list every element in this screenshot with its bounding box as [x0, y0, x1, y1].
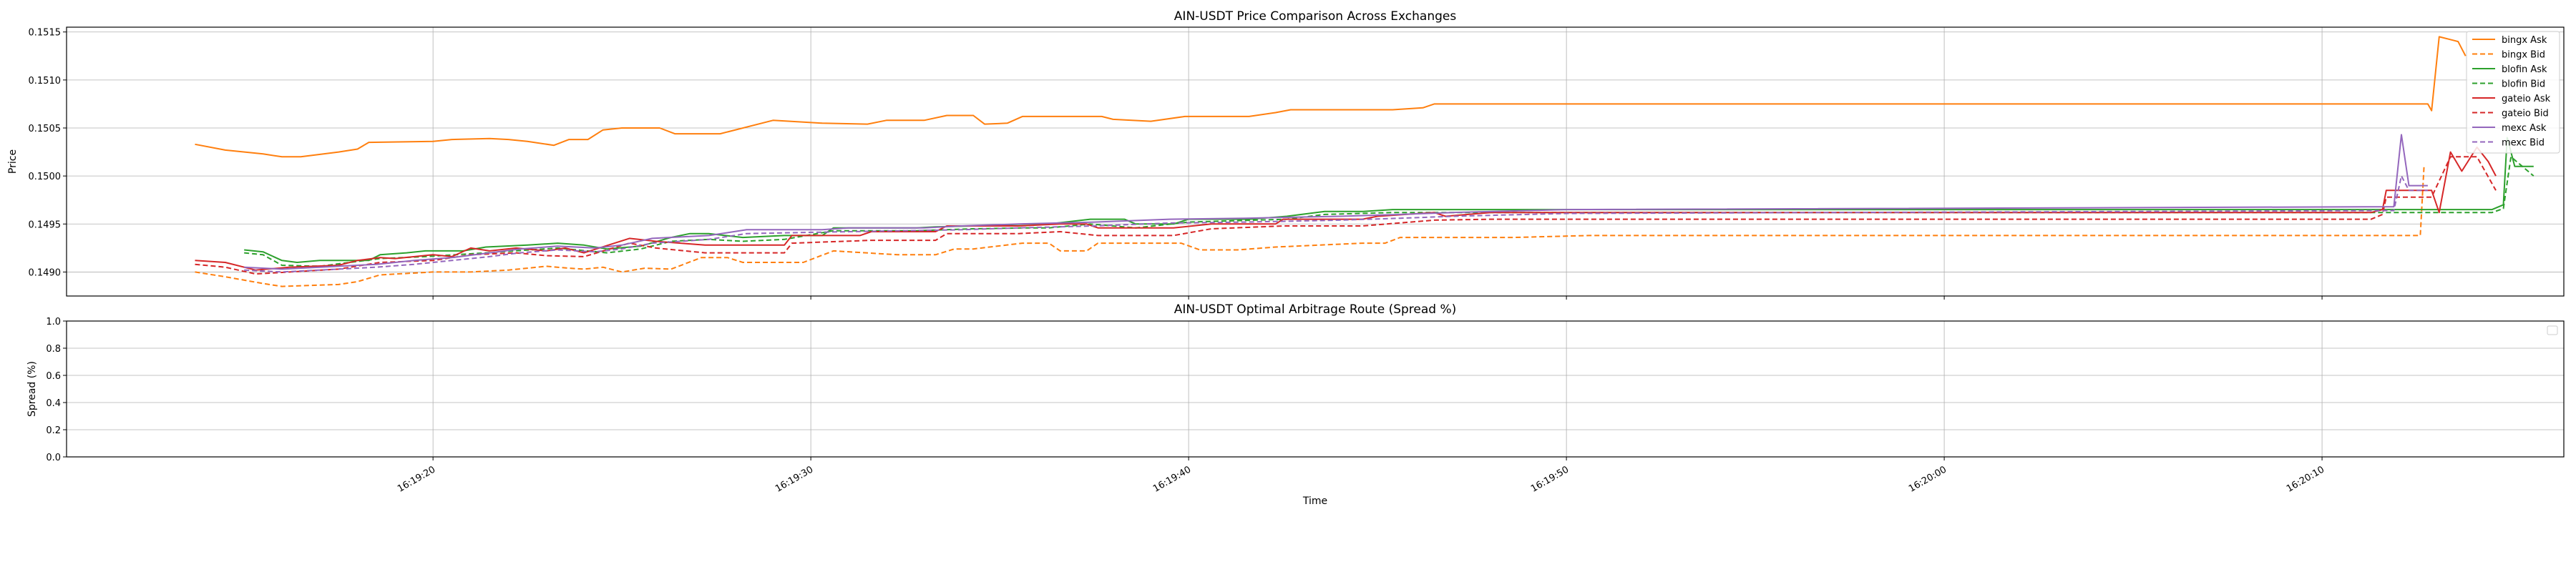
spread-chart-xlabel: Time: [1302, 495, 1327, 507]
legend-label-gateio-ask: gateio Ask: [2502, 94, 2551, 104]
spread-y-tick-label: 1.0: [46, 317, 61, 327]
price-chart-grid: [67, 27, 2564, 296]
spread-y-tick-label: 0.8: [46, 344, 61, 355]
price-y-tick-label: 0.1510: [29, 76, 62, 87]
price-chart: AIN-USDT Price Comparison Across Exchang…: [7, 9, 2565, 300]
spread-y-tick-label: 0.2: [46, 425, 61, 436]
spread-chart-title: AIN-USDT Optimal Arbitrage Route (Spread…: [1174, 302, 1457, 317]
price-chart-series: [195, 36, 2534, 287]
legend-label-blofin-ask: blofin Ask: [2502, 64, 2547, 75]
series-gateio-bid: [195, 156, 2497, 275]
price-y-tick-label: 0.1490: [29, 267, 62, 278]
price-chart-y-ticks: 0.1490 0.1495 0.1500 0.1505 0.1510 0.1515: [29, 28, 67, 278]
series-bingx-ask: [195, 36, 2467, 158]
spread-y-tick-label: 0.4: [46, 398, 61, 409]
legend-label-gateio-bid: gateio Bid: [2502, 109, 2549, 119]
legend-label-blofin-bid: blofin Bid: [2502, 79, 2545, 90]
legend-label-bingx-ask: bingx Ask: [2502, 35, 2547, 46]
series-gateio-ask: [195, 146, 2497, 271]
price-y-tick-label: 0.1500: [29, 172, 62, 182]
spread-y-tick-label: 0.6: [46, 371, 61, 382]
price-y-tick-label: 0.1495: [29, 220, 62, 230]
spread-chart-frame: [66, 320, 2565, 458]
price-chart-frame: [66, 26, 2565, 297]
price-chart-title: AIN-USDT Price Comparison Across Exchang…: [1174, 9, 1457, 24]
legend-box: [2466, 31, 2560, 154]
spread-chart-y-ticks: 0.0 0.2 0.4 0.6 0.8 1.0: [46, 317, 67, 463]
series-bingx-bid: [195, 166, 2425, 287]
spread-chart-ylabel: Spread (%): [26, 361, 38, 417]
legend-label-bingx-bid: bingx Bid: [2502, 50, 2545, 61]
price-y-tick-label: 0.1515: [29, 28, 62, 39]
spread-y-tick-label: 0.0: [46, 453, 61, 463]
empty-legend-box: [2547, 325, 2558, 335]
series-mexc-bid: [244, 175, 2428, 273]
series-mexc-ask: [244, 134, 2428, 270]
price-chart-legend: bingx Ask bingx Bid blofin Ask blofin Bid ga…: [2466, 31, 2560, 154]
price-chart-ylabel: Price: [7, 149, 19, 174]
price-chart-x-ticks: [432, 296, 2323, 300]
legend-label-mexc-bid: mexc Bid: [2502, 138, 2545, 149]
legend-label-mexc-ask: mexc Ask: [2502, 123, 2547, 134]
price-y-tick-label: 0.1505: [29, 124, 62, 134]
